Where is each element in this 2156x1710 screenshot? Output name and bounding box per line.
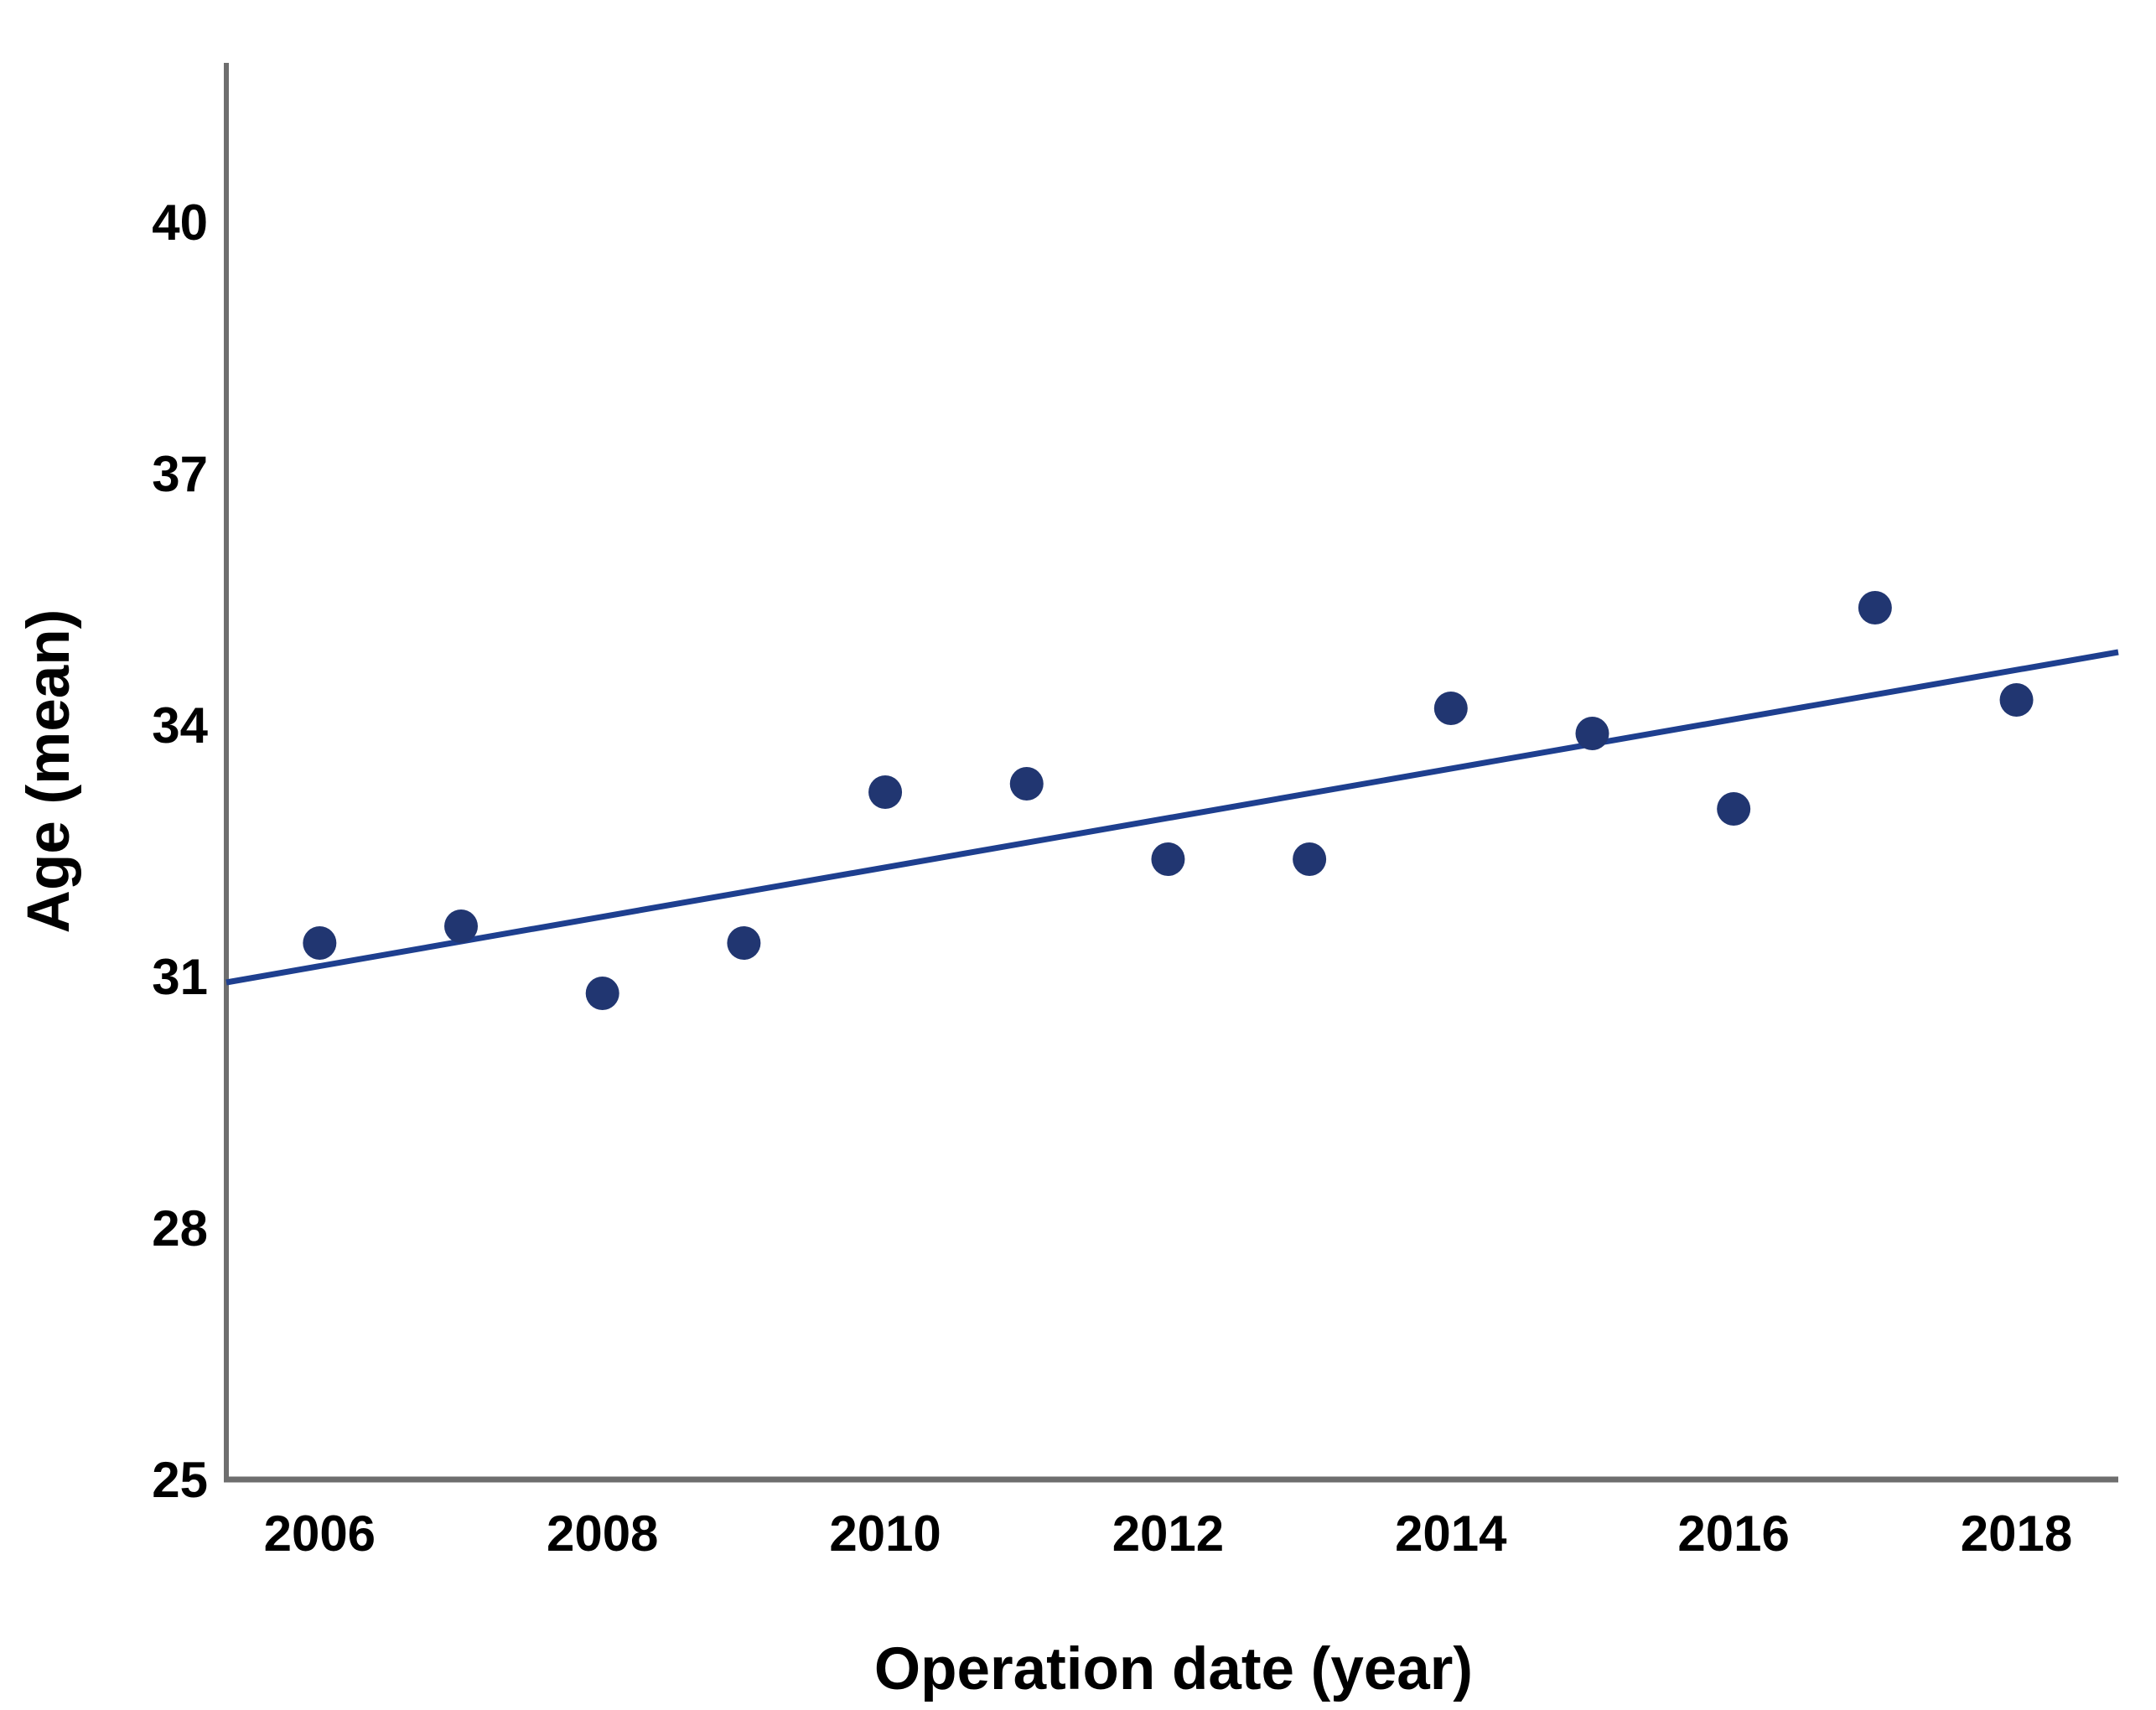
data-point bbox=[727, 926, 761, 960]
y-tick-label: 28 bbox=[152, 1200, 208, 1257]
x-tick-label: 2018 bbox=[1961, 1505, 2072, 1562]
plot-area: 25 28 31 34 37 40 2006 2008 2010 2012 2014 2016 2018 bbox=[152, 63, 2119, 1562]
data-point bbox=[1999, 683, 2034, 717]
y-tick-label: 40 bbox=[152, 194, 208, 251]
x-tick-label: 2016 bbox=[1677, 1505, 1789, 1562]
data-point bbox=[585, 977, 619, 1010]
data-point bbox=[444, 909, 479, 943]
data-point bbox=[1575, 717, 1609, 750]
data-point bbox=[868, 775, 903, 809]
y-tick-label: 34 bbox=[152, 697, 208, 754]
data-point bbox=[1717, 792, 1751, 826]
data-point bbox=[1433, 692, 1468, 725]
x-tick-label: 2008 bbox=[547, 1505, 658, 1562]
y-tick-label: 37 bbox=[152, 446, 208, 502]
x-tick-label: 2014 bbox=[1395, 1505, 1507, 1562]
x-axis-title: Operation date (year) bbox=[874, 1636, 1473, 1702]
trend-line bbox=[225, 649, 2119, 986]
data-point bbox=[1009, 767, 1044, 801]
y-tick-label: 25 bbox=[152, 1452, 208, 1508]
x-tick-label: 2006 bbox=[264, 1505, 376, 1562]
data-point bbox=[303, 926, 337, 960]
x-tick-label: 2012 bbox=[1112, 1505, 1224, 1562]
data-point bbox=[1151, 842, 1185, 876]
x-tick-label: 2010 bbox=[829, 1505, 941, 1562]
data-point bbox=[1293, 842, 1327, 876]
y-tick-label: 31 bbox=[152, 949, 208, 1005]
y-axis-title: Age (mean) bbox=[16, 609, 82, 934]
data-point bbox=[1858, 591, 1892, 624]
